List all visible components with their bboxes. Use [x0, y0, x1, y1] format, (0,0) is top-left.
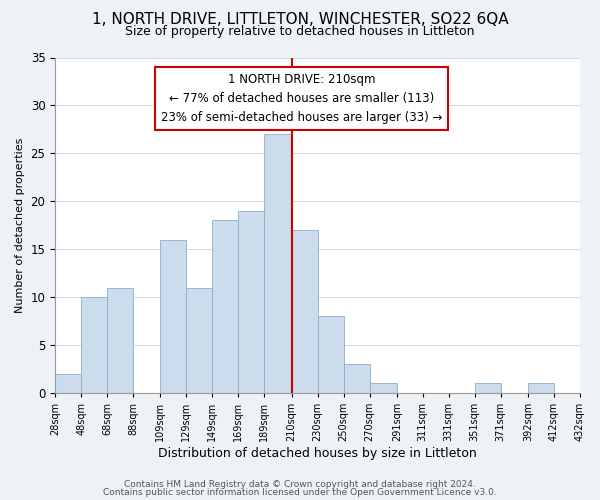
Bar	[238, 211, 265, 393]
Bar	[265, 134, 292, 393]
Text: Size of property relative to detached houses in Littleton: Size of property relative to detached ho…	[125, 25, 475, 38]
Y-axis label: Number of detached properties: Number of detached properties	[15, 138, 25, 313]
Bar	[107, 288, 133, 393]
Bar	[292, 230, 317, 393]
Bar	[81, 297, 107, 393]
X-axis label: Distribution of detached houses by size in Littleton: Distribution of detached houses by size …	[158, 447, 477, 460]
Text: 1 NORTH DRIVE: 210sqm
← 77% of detached houses are smaller (113)
23% of semi-det: 1 NORTH DRIVE: 210sqm ← 77% of detached …	[161, 72, 443, 124]
Bar	[344, 364, 370, 393]
Bar	[160, 240, 187, 393]
Bar	[55, 374, 81, 393]
Text: Contains HM Land Registry data © Crown copyright and database right 2024.: Contains HM Land Registry data © Crown c…	[124, 480, 476, 489]
Bar	[370, 384, 397, 393]
Text: Contains public sector information licensed under the Open Government Licence v3: Contains public sector information licen…	[103, 488, 497, 497]
Bar	[212, 220, 238, 393]
Bar	[187, 288, 212, 393]
Text: 1, NORTH DRIVE, LITTLETON, WINCHESTER, SO22 6QA: 1, NORTH DRIVE, LITTLETON, WINCHESTER, S…	[92, 12, 508, 28]
Bar	[317, 316, 344, 393]
Bar	[580, 384, 600, 393]
Bar	[475, 384, 501, 393]
Bar	[528, 384, 554, 393]
